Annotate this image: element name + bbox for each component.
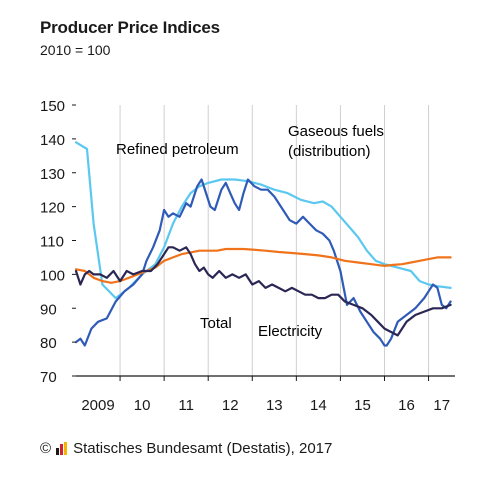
x-tick-label-17: 17 (433, 397, 450, 414)
x-tick-label-13: 13 (266, 397, 283, 414)
annotation-gaseous-fuels-distribution: (distribution) (288, 143, 371, 160)
annotations: Refined petroleum Gaseous fuels (distrib… (116, 123, 384, 340)
y-tick-label-140: 140 (40, 132, 65, 149)
y-tick-label-90: 90 (40, 301, 57, 318)
y-tick-label-120: 120 (40, 200, 65, 217)
axes: 70 80 90 100 110 120 130 140 150 2009 10 11 12 13 14 15… (40, 98, 455, 414)
chart-subtitle: 2010 = 100 (40, 42, 111, 58)
annotation-total: Total (200, 315, 232, 332)
y-tick-label-80: 80 (40, 335, 57, 352)
series-line-total (74, 247, 452, 284)
destatis-logo-icon (56, 442, 68, 455)
chart-title: Producer Price Indices (40, 18, 220, 37)
y-tick-label-70: 70 (40, 369, 57, 386)
x-tick-label-12: 12 (222, 397, 239, 414)
annotation-electricity: Electricity (258, 323, 323, 340)
x-tick-label-14: 14 (310, 397, 327, 414)
annotation-gaseous-fuels: Gaseous fuels (288, 123, 384, 140)
source-footer: © Statisches Bundesamt (Destatis), 2017 (40, 440, 332, 457)
copyright-icon: © (40, 440, 52, 457)
y-tick-label-150: 150 (40, 98, 65, 115)
series-lines (74, 141, 452, 347)
annotation-refined-petroleum: Refined petroleum (116, 141, 239, 158)
x-tick-label-2009: 2009 (81, 397, 114, 414)
y-tick-label-100: 100 (40, 267, 65, 284)
x-tick-label-11: 11 (178, 397, 194, 414)
series-line-electricity (74, 246, 452, 337)
x-tick-label-16: 16 (398, 397, 415, 414)
source-text: Statisches Bundesamt (Destatis), 2017 (73, 440, 333, 457)
series-line-refined-petroleum (74, 178, 452, 347)
grid-lines (119, 105, 430, 376)
x-tick-label-15: 15 (354, 397, 371, 414)
x-tick-label-10: 10 (134, 397, 151, 414)
y-tick-label-110: 110 (40, 234, 64, 251)
y-tick-label-130: 130 (40, 166, 65, 183)
